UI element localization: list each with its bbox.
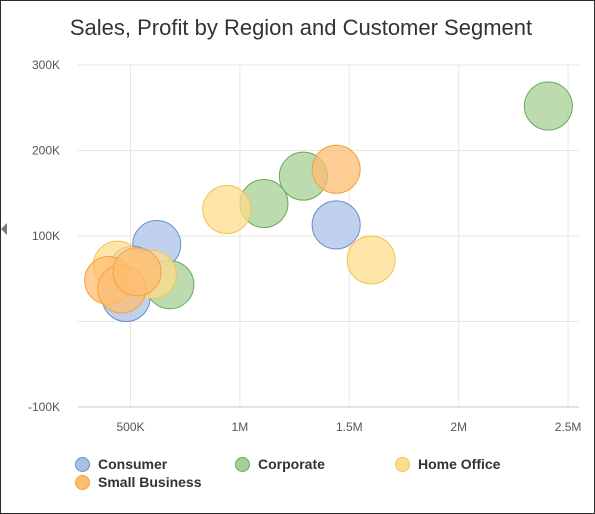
bubble-point (523, 81, 573, 131)
y-tick-label: 200K (32, 144, 60, 158)
y-tick-label: 100K (32, 229, 60, 243)
chart-title: Sales, Profit by Region and Customer Seg… (69, 15, 533, 40)
axes: 500K 1M 1.5M 2M 2.5M 300K 200K 100K -100K (28, 58, 581, 434)
collapse-handle-icon[interactable] (1, 223, 7, 235)
legend-label: Corporate (258, 456, 325, 472)
legend-label: Home Office (418, 456, 501, 472)
bubble-point (112, 247, 162, 297)
x-tick-label: 1M (232, 420, 249, 434)
legend-swatch-icon (395, 456, 410, 472)
legend-label: Consumer (98, 456, 168, 472)
bubble-point (346, 235, 396, 285)
legend-swatch-icon (75, 474, 90, 490)
y-tick-label: -100K (28, 400, 60, 414)
legend-swatch-icon (75, 456, 90, 472)
y-tick-label: 300K (32, 58, 60, 72)
legend-item-small-business[interactable]: Small Business (75, 474, 202, 490)
x-tick-label: 2M (450, 420, 467, 434)
legend-item-home-office[interactable]: Home Office (395, 456, 500, 472)
bubble-point (311, 144, 361, 194)
legend-label: Small Business (98, 474, 202, 490)
bubbles (84, 81, 573, 323)
x-tick-label: 2.5M (555, 420, 582, 434)
bubble-point (202, 184, 252, 234)
legend-item-corporate[interactable]: Corporate (235, 456, 325, 472)
legend-swatch-icon (235, 456, 250, 472)
x-tick-label: 500K (116, 420, 144, 434)
bubble-point (311, 200, 361, 250)
x-tick-label: 1.5M (336, 420, 363, 434)
legend-item-consumer[interactable]: Consumer (75, 456, 167, 472)
